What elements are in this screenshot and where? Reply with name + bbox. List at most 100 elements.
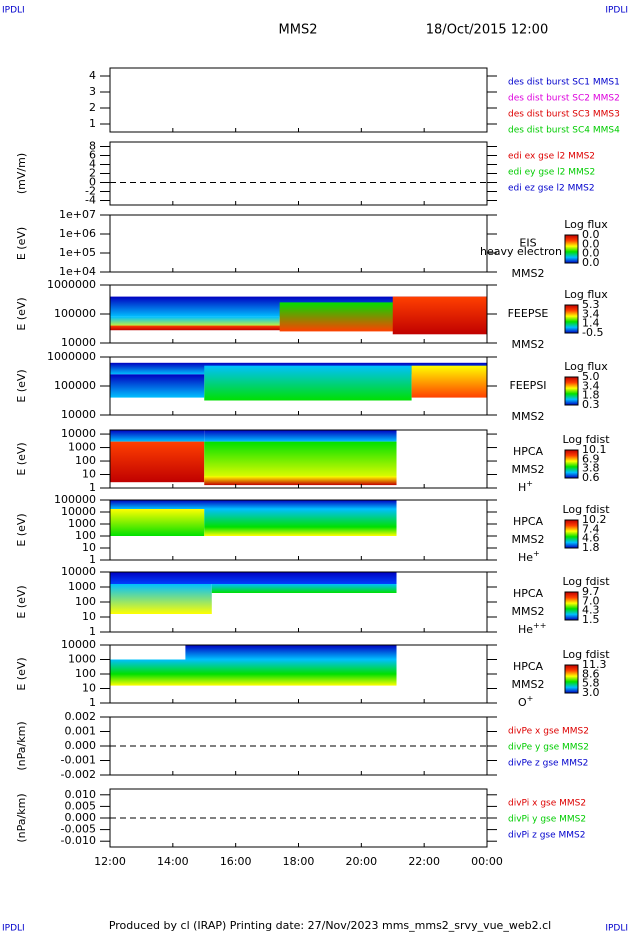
colorbar-tick-label: 3.0 — [582, 686, 600, 699]
y-tick-label: 100000 — [54, 379, 96, 392]
spectrogram-fill — [110, 659, 397, 674]
corner-label: IPDLI — [2, 924, 25, 934]
species-label: H+ — [518, 479, 533, 495]
footer-text: Produced by cl (IRAP) Printing date: 27/… — [109, 919, 551, 932]
y-tick-label: 4 — [89, 158, 96, 171]
y-tick-label: 10000 — [61, 427, 96, 440]
colorbar — [564, 376, 579, 406]
legend-entry: edi ey gse l2 MMS2 — [508, 168, 595, 178]
colorbar-tick-label: 4.6 — [582, 532, 600, 545]
colorbar-tick-label: 9.7 — [582, 585, 600, 598]
instrument-label: FEEPSI — [509, 379, 546, 392]
colorbar — [564, 519, 579, 549]
corner-label: IPDLI — [605, 6, 628, 16]
x-tick-label: 14:00 — [157, 855, 189, 868]
colorbar-tick-label: 7.0 — [582, 594, 600, 607]
colorbar-title: Log fdist — [562, 503, 610, 516]
x-tick-label: 20:00 — [345, 855, 377, 868]
y-axis-label: (nPa/km) — [15, 793, 28, 842]
y-tick-label: 1000 — [68, 517, 96, 530]
y-tick-label: 0.000 — [65, 739, 97, 752]
instrument-label: HPCA — [513, 660, 544, 673]
y-tick-label: 10 — [82, 610, 96, 623]
spectrogram-fill — [110, 500, 397, 509]
colorbar — [564, 664, 579, 694]
y-tick-label: 10000 — [61, 638, 96, 651]
y-tick-label: 10 — [82, 541, 96, 554]
y-tick-label: 0.005 — [65, 799, 97, 812]
corner-label: IPDLI — [2, 6, 25, 16]
spectrogram-fill — [204, 430, 397, 442]
y-tick-label: 10000 — [61, 408, 96, 421]
legend-entry: divPi y gse MMS2 — [508, 815, 586, 825]
instrument-label: MMS2 — [512, 605, 545, 618]
colorbar-tick-label: 3.8 — [582, 462, 600, 475]
colorbar-title: Log flux — [564, 218, 608, 231]
y-axis-label: E (eV) — [15, 513, 28, 546]
y-axis-label: E (eV) — [15, 585, 28, 618]
colorbar-tick-label: 10.2 — [582, 513, 607, 526]
y-tick-label: 100000 — [54, 307, 96, 320]
y-tick-label: 1e+06 — [59, 227, 96, 240]
spectrogram-fill — [204, 365, 412, 401]
panel-frame — [109, 141, 488, 206]
colorbar — [564, 304, 579, 334]
instrument-label: MMS2 — [512, 410, 545, 423]
spectrogram-fill — [110, 584, 212, 614]
y-tick-label: 10 — [82, 682, 96, 695]
colorbar-tick-label: 5.3 — [582, 298, 600, 311]
y-tick-label: 1000000 — [47, 278, 96, 291]
colorbar-tick-label: 10.1 — [582, 443, 607, 456]
spectrogram-fill — [110, 674, 397, 686]
y-axis-label: E (eV) — [15, 297, 28, 330]
species-charge: + — [527, 694, 534, 703]
species-base: O — [518, 696, 527, 709]
species-label: O+ — [518, 694, 533, 710]
colorbar-tick-label: 6.9 — [582, 452, 600, 465]
y-tick-label: 1 — [89, 117, 96, 130]
instrument-label: MMS2 — [512, 463, 545, 476]
colorbar-tick-label: 0.6 — [582, 471, 600, 484]
y-axis-label: E (eV) — [15, 657, 28, 690]
species-charge: + — [533, 549, 540, 558]
colorbar-tick-label: 0.0 — [582, 237, 600, 250]
colorbar-title: Log fdist — [562, 648, 610, 661]
colorbar — [564, 449, 579, 479]
spectrogram-fill — [204, 509, 397, 527]
instrument-label: MMS2 — [512, 338, 545, 351]
colorbar-title: Log fdist — [562, 575, 610, 588]
spectrogram-fill — [204, 527, 397, 536]
y-tick-label: 0.001 — [65, 725, 97, 738]
y-tick-label: 0.002 — [65, 710, 97, 723]
colorbar-tick-label: 0.3 — [582, 398, 600, 411]
instrument-label: HPCA — [513, 587, 544, 600]
species-label: He++ — [518, 621, 546, 637]
spectrogram-fill — [110, 374, 205, 398]
corner-label: IPDLI — [605, 924, 628, 934]
y-tick-label: -0.010 — [61, 834, 96, 847]
legend-entry: des dist burst SC2 MMS2 — [508, 94, 620, 104]
y-tick-label: 100 — [75, 595, 96, 608]
y-tick-label: 1 — [89, 625, 96, 638]
y-tick-label: -4 — [85, 194, 96, 207]
legend-entry: des dist burst SC4 MMS4 — [508, 126, 620, 136]
colorbar-tick-label: -0.5 — [582, 326, 603, 339]
y-axis-label: E (eV) — [15, 227, 28, 260]
species-charge: + — [526, 479, 533, 488]
y-tick-label: 0 — [89, 176, 96, 189]
species-base: He — [518, 623, 533, 636]
colorbar — [564, 234, 579, 264]
y-tick-label: 1000 — [68, 580, 96, 593]
chart-date: 18/Oct/2015 12:00 — [426, 23, 548, 38]
spectrogram-fill — [185, 645, 397, 660]
colorbar-tick-label: 5.0 — [582, 370, 600, 383]
y-axis-label: (nPa/km) — [15, 721, 28, 770]
legend-entry: edi ex gse l2 MMS2 — [508, 152, 595, 162]
instrument-label: MMS2 — [512, 267, 545, 280]
y-tick-label: 1000000 — [47, 350, 96, 363]
y-tick-label: 3 — [89, 85, 96, 98]
y-tick-label: 1 — [89, 553, 96, 566]
x-tick-label: 00:00 — [471, 855, 503, 868]
legend-entry: divPe y gse MMS2 — [508, 743, 589, 753]
